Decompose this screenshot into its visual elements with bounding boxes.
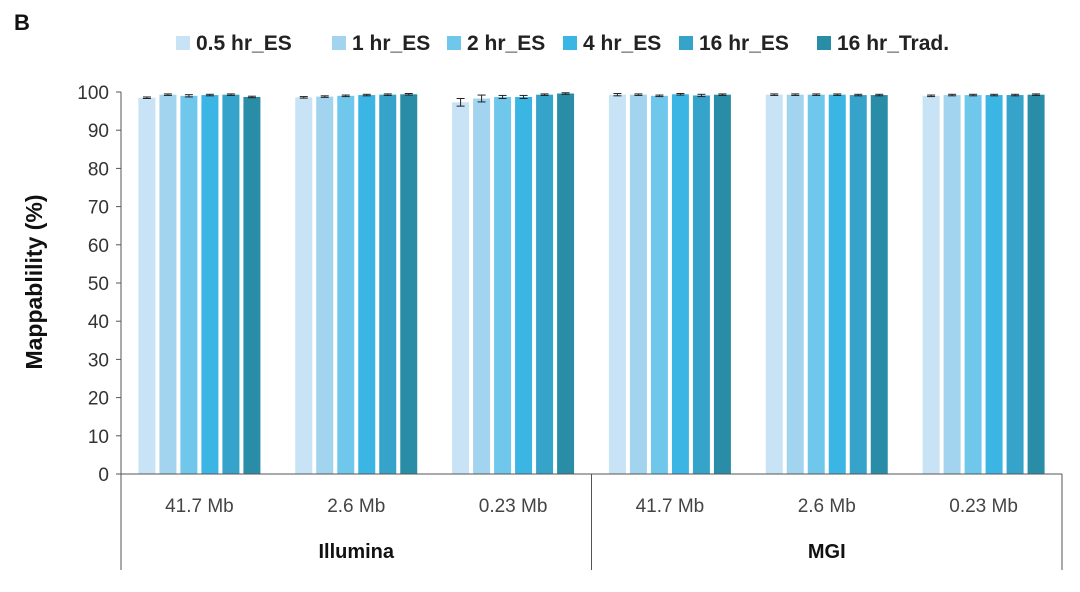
x-tick-label: 2.6 Mb bbox=[327, 496, 385, 517]
bar bbox=[964, 95, 982, 474]
legend-label: 16 hr_Trad. bbox=[837, 32, 949, 55]
legend-swatch bbox=[176, 36, 190, 50]
legend-label: 0.5 hr_ES bbox=[196, 32, 292, 55]
bar bbox=[650, 95, 668, 474]
legend-swatch bbox=[447, 36, 461, 50]
y-tick-label: 90 bbox=[88, 121, 109, 142]
y-tick-label: 80 bbox=[88, 159, 109, 180]
y-axis-label: Mappablility (%) bbox=[21, 194, 47, 369]
bar bbox=[494, 96, 512, 474]
bar bbox=[180, 95, 198, 474]
bar bbox=[222, 94, 240, 474]
legend-item: 1 hr_ES bbox=[332, 32, 430, 55]
bar bbox=[608, 94, 626, 474]
bar bbox=[138, 97, 156, 474]
bar bbox=[316, 96, 334, 475]
y-tick-label: 30 bbox=[88, 350, 109, 371]
bar bbox=[692, 95, 710, 475]
legend-item: 2 hr_ES bbox=[447, 32, 545, 55]
bar bbox=[159, 94, 177, 474]
bar bbox=[536, 94, 554, 474]
y-tick-label: 100 bbox=[77, 83, 109, 104]
bar bbox=[713, 94, 731, 474]
x-group-label: Illumina bbox=[318, 541, 394, 563]
bar bbox=[515, 96, 533, 474]
bar bbox=[243, 96, 261, 474]
legend-swatch bbox=[817, 36, 831, 50]
legend-label: 4 hr_ES bbox=[583, 32, 661, 55]
legend-label: 1 hr_ES bbox=[352, 32, 430, 55]
bar bbox=[985, 95, 1003, 474]
y-tick-label: 50 bbox=[88, 274, 109, 295]
bar bbox=[295, 97, 313, 475]
bar bbox=[557, 93, 575, 474]
y-axis: 0 10 20 30 40 50 60 70 80 90 100 bbox=[77, 83, 122, 486]
bar bbox=[943, 95, 961, 474]
x-tick-label: 2.6 Mb bbox=[798, 496, 856, 517]
bar bbox=[786, 94, 804, 474]
bar bbox=[870, 95, 888, 474]
legend-item: 16 hr_ES bbox=[679, 32, 789, 55]
y-tick-label: 0 bbox=[98, 465, 109, 486]
legend: 0.5 hr_ES 1 hr_ES 2 hr_ES 4 hr_ES 16 hr_ES 16… bbox=[176, 32, 949, 55]
bar bbox=[358, 95, 376, 474]
x-axis: 41.7 Mb 2.6 Mb 0.23 Mb 41.7 Mb 2.6 Mb 0.23 Mb… bbox=[120, 473, 1063, 570]
bar bbox=[807, 94, 825, 474]
bar bbox=[629, 94, 647, 474]
bar bbox=[765, 94, 783, 474]
y-tick-label: 10 bbox=[88, 427, 109, 448]
legend-swatch bbox=[679, 36, 693, 50]
bar bbox=[1006, 95, 1024, 474]
bar bbox=[379, 94, 397, 474]
bar bbox=[400, 94, 418, 475]
y-tick-label: 20 bbox=[88, 389, 109, 410]
x-tick-label: 0.23 Mb bbox=[479, 496, 548, 517]
bar bbox=[452, 102, 470, 475]
legend-swatch bbox=[563, 36, 577, 50]
bar bbox=[671, 94, 689, 475]
legend-item: 16 hr_Trad. bbox=[817, 32, 949, 55]
legend-swatch bbox=[332, 36, 346, 50]
bar bbox=[922, 95, 940, 474]
bar bbox=[828, 94, 846, 474]
legend-item: 4 hr_ES bbox=[563, 32, 661, 55]
bar bbox=[337, 95, 355, 474]
legend-item: 0.5 hr_ES bbox=[176, 32, 292, 55]
x-tick-label: 41.7 Mb bbox=[636, 496, 705, 517]
bar bbox=[201, 95, 219, 474]
legend-label: 2 hr_ES bbox=[467, 32, 545, 55]
y-tick-label: 40 bbox=[88, 312, 109, 333]
legend-label: 16 hr_ES bbox=[699, 32, 789, 55]
x-group-label: MGI bbox=[808, 541, 846, 563]
bar bbox=[473, 98, 491, 474]
x-tick-label: 41.7 Mb bbox=[165, 496, 234, 517]
panel-letter: B bbox=[14, 10, 30, 35]
bars bbox=[138, 93, 1045, 475]
y-tick-label: 70 bbox=[88, 198, 109, 219]
error-bars bbox=[142, 92, 1041, 107]
bar bbox=[1027, 94, 1045, 474]
x-tick-label: 0.23 Mb bbox=[949, 496, 1018, 517]
bar bbox=[849, 95, 867, 474]
y-tick-label: 60 bbox=[88, 236, 109, 257]
